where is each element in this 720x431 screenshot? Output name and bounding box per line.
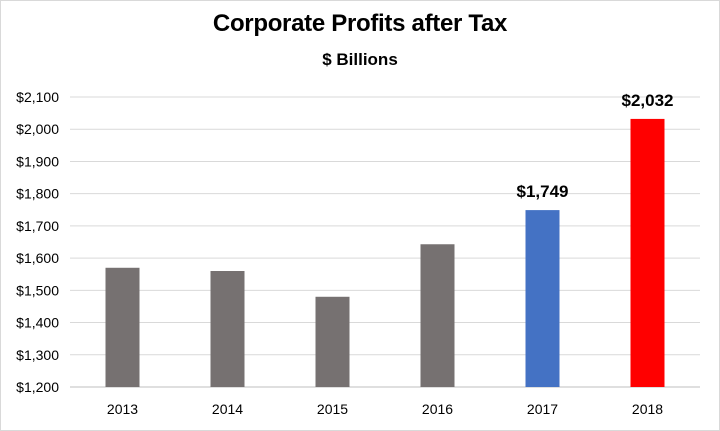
y-tick-label: $1,900	[16, 153, 59, 169]
y-axis-ticks: $1,200 $1,300 $1,400 $1,500 $1,600 $1,700 $1,8…	[16, 89, 59, 395]
data-label: $1,749	[517, 182, 569, 201]
y-tick-label: $1,800	[16, 186, 59, 202]
data-labels: $1,749 $2,032	[517, 91, 674, 201]
y-tick-label: $1,300	[16, 347, 59, 363]
y-tick-label: $1,600	[16, 250, 59, 266]
bar	[315, 296, 350, 387]
x-tick-label: 2013	[107, 401, 138, 417]
bars	[105, 118, 665, 388]
data-label: $2,032	[622, 91, 674, 110]
bar	[525, 210, 560, 387]
x-tick-label: 2015	[317, 401, 348, 417]
bar	[420, 244, 455, 387]
x-tick-label: 2014	[212, 401, 243, 417]
y-tick-label: $2,100	[16, 89, 59, 105]
bar	[105, 267, 140, 387]
bar	[210, 271, 245, 387]
y-tick-label: $1,400	[16, 315, 59, 331]
y-tick-label: $1,500	[16, 282, 59, 298]
x-tick-label: 2016	[422, 401, 453, 417]
x-tick-label: 2018	[632, 401, 663, 417]
x-axis-ticks: 2013 2014 2015 2016 2017 2018	[107, 401, 663, 417]
chart-title: Corporate Profits after Tax	[212, 10, 508, 37]
chart-subtitle: $ Billions	[322, 50, 398, 69]
y-tick-label: $2,000	[16, 121, 59, 137]
gridlines	[70, 96, 700, 388]
x-tick-label: 2017	[527, 401, 558, 417]
y-tick-label: $1,200	[16, 379, 59, 395]
y-tick-label: $1,700	[16, 218, 59, 234]
bar	[630, 118, 665, 388]
